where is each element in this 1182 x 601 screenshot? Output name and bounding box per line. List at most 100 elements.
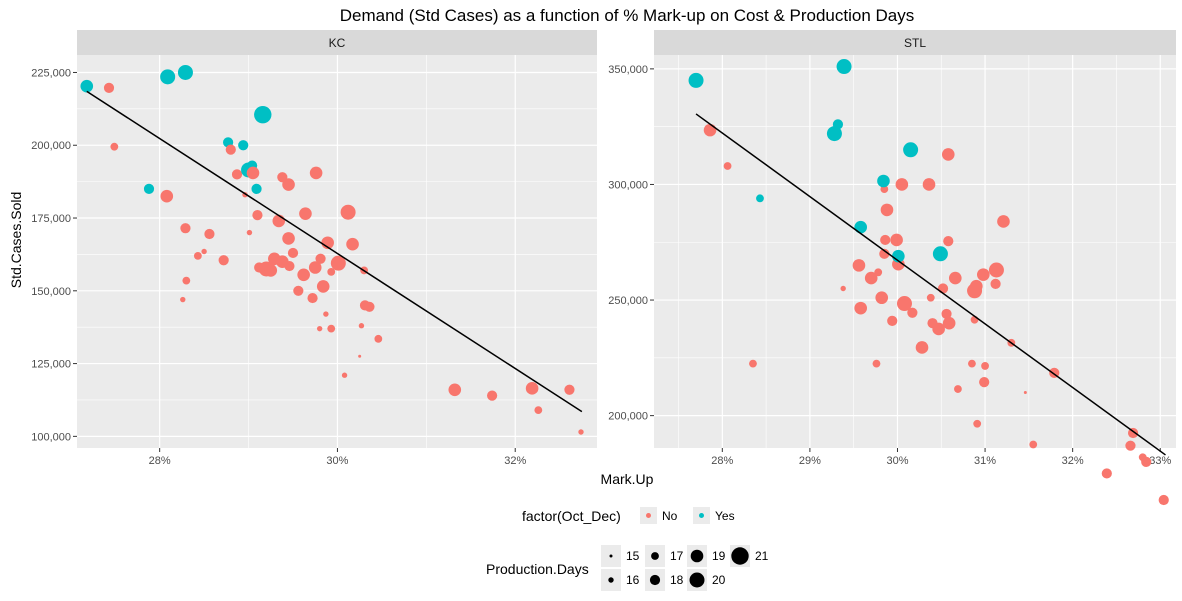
data-point [875,291,889,305]
data-point [254,105,272,124]
data-point [932,246,948,262]
x-tick-label: 29% [799,455,821,467]
data-point [272,214,286,228]
data-point [988,262,1004,278]
y-tick-label: 125,000 [31,359,71,371]
data-point [973,419,982,428]
data-point [282,178,295,191]
data-point [1101,468,1112,479]
data-point [110,142,119,151]
data-point [525,382,539,395]
regression-line [695,113,1166,456]
x-tick-label: 31% [974,455,996,467]
data-point [182,276,191,285]
data-point [534,406,543,415]
y-tick-label: 300,000 [608,179,648,191]
data-point [246,229,253,236]
y-tick-label: 250,000 [608,295,648,307]
data-point [990,278,1001,289]
data-point [854,220,867,234]
data-point [160,69,176,85]
data-point [880,234,891,246]
data-point [954,385,962,393]
data-point [358,354,362,358]
data-point [346,237,359,251]
y-axis-title: Std.Cases.Sold [8,192,24,289]
data-point [942,316,956,330]
chart-title: Demand (Std Cases) as a function of % Ma… [340,6,914,25]
data-point [177,64,193,80]
data-point [204,228,215,240]
size-legend-swatch [690,549,704,563]
y-tick-label: 100,000 [31,431,71,443]
data-point [896,296,912,312]
data-point [895,178,909,191]
color-legend-label: Yes [715,509,735,523]
data-point [374,334,383,343]
data-point [180,296,186,303]
x-tick-label: 30% [886,455,908,467]
data-point [308,261,322,274]
facet-strip-label: KC [329,36,346,50]
panel-background [654,55,1176,448]
x-tick-label: 33% [1149,455,1171,467]
data-point [315,253,326,264]
size-legend-swatch [649,574,661,586]
x-tick-label: 30% [326,455,348,467]
color-legend-title: factor(Oct_Dec) [522,508,621,524]
data-point [968,359,976,368]
data-point [316,325,323,332]
size-legend-label: 17 [670,549,684,563]
data-point [941,308,952,320]
y-tick-label: 200,000 [608,411,648,423]
data-point [1023,391,1027,395]
data-point [1141,456,1152,467]
x-tick-label: 28% [711,455,733,467]
data-point [284,260,295,272]
data-point [981,362,989,370]
x-tick-label: 32% [1062,455,1084,467]
data-point [327,324,336,333]
legend: factor(Oct_Dec) No Yes Production.Days 15 16 1… [486,507,769,591]
color-legend-swatch [699,513,704,518]
data-point [749,359,757,368]
data-point [193,251,202,260]
size-legend-title: Production.Days [486,561,589,577]
data-point [299,207,312,220]
panel-kc: KC 28% 30% 32% 100,000 125,000 150,000 175,000 2… [31,30,597,467]
data-point [1125,440,1136,451]
data-point [703,123,717,137]
y-tick-label: 350,000 [608,64,648,76]
data-point [340,204,356,220]
data-point [872,359,881,368]
data-point [941,148,955,161]
data-point [448,383,462,397]
regression-line [86,90,583,413]
data-point [293,285,304,296]
data-point [874,268,883,277]
data-point [943,235,954,247]
data-point [688,72,704,88]
data-point [926,293,935,302]
data-point [907,307,918,318]
data-point [264,264,278,277]
data-point [578,429,584,435]
size-legend-swatch [608,577,614,583]
size-legend-label: 19 [712,549,726,563]
size-legend-swatch [731,547,749,565]
data-point [967,283,983,299]
data-point [903,142,919,158]
data-point [238,140,249,151]
data-point [879,248,890,259]
panel-stl: STL 28% 29% 30% 31% 32% 33% 200,000 250,000 300,0… [608,30,1176,506]
data-point [832,119,844,130]
data-point [287,247,299,259]
color-legend-label: No [662,509,678,523]
facet-strip [77,30,597,55]
data-point [180,223,191,234]
data-point [948,271,962,285]
data-point [977,268,990,281]
data-point [890,233,903,247]
data-point [877,174,890,188]
data-point [854,301,867,315]
